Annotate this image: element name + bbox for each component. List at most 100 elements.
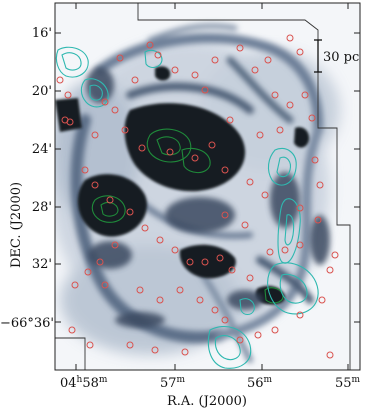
- red-circle-marker: [331, 251, 339, 259]
- red-circle-marker: [271, 91, 279, 99]
- red-circle-marker: [296, 204, 304, 212]
- x-tick-sup: m: [352, 375, 361, 385]
- red-circle-marker: [111, 106, 119, 114]
- cyan-contours: [55, 46, 319, 369]
- red-circle-marker: [241, 221, 249, 229]
- x-tick-main: 04: [60, 376, 77, 391]
- red-circle-marker: [201, 258, 209, 266]
- red-circle-marker: [256, 131, 264, 139]
- y-tick-label: 24': [32, 142, 52, 157]
- red-circle-markers: [56, 34, 339, 359]
- x-tick-main: 56: [247, 376, 264, 391]
- y-axis-title: DEC. (J2000): [9, 182, 24, 268]
- coverage-boundary: [55, 3, 351, 370]
- red-circle-marker: [91, 181, 99, 189]
- red-circle-marker: [71, 281, 79, 289]
- red-circle-marker: [236, 44, 244, 52]
- red-circle-marker: [246, 178, 254, 186]
- y-tick-label: 32': [32, 257, 52, 272]
- red-circle-marker: [311, 156, 319, 164]
- red-circle-marker: [101, 98, 109, 106]
- x-tick-sup: m: [99, 375, 108, 385]
- red-circle-marker: [101, 281, 109, 289]
- y-axis-tick-labels: 16' 20' 24' 28' 32' −66°36': [0, 26, 54, 331]
- red-circle-marker: [126, 341, 134, 349]
- red-circle-marker: [201, 86, 209, 94]
- red-circle-marker: [301, 91, 309, 99]
- red-circle-marker: [181, 348, 189, 356]
- red-circle-marker: [171, 246, 179, 254]
- red-circle-marker: [154, 51, 162, 59]
- red-circle-marker: [281, 246, 289, 254]
- nebula-image: 30 pc: [55, 3, 360, 370]
- red-circle-marker: [191, 71, 199, 79]
- red-circle-marker: [266, 248, 274, 256]
- red-circle-marker: [96, 258, 104, 266]
- scale-bar: [314, 39, 322, 73]
- red-circle-marker: [91, 131, 99, 139]
- red-circle-marker: [166, 148, 174, 156]
- scale-bar-label: 30 pc: [323, 50, 359, 65]
- red-circle-marker: [156, 296, 164, 304]
- red-circle-marker: [316, 181, 324, 189]
- x-tick-label: 04h58m: [60, 375, 108, 391]
- red-circle-marker: [318, 296, 326, 304]
- red-circle-marker: [111, 241, 119, 249]
- x-axis-title: R.A. (J2000): [167, 394, 247, 409]
- x-tick-label: 56m: [247, 375, 273, 391]
- red-circle-marker: [126, 208, 134, 216]
- red-circle-marker: [216, 254, 224, 262]
- red-circle-marker: [156, 236, 164, 244]
- red-circle-marker: [121, 126, 129, 134]
- red-circle-marker: [211, 306, 219, 314]
- red-circle-marker: [221, 316, 229, 324]
- x-tick-main: 57: [160, 376, 177, 391]
- red-circle-marker: [86, 341, 94, 349]
- red-circle-marker: [171, 66, 179, 74]
- red-circle-marker: [84, 268, 92, 276]
- red-circle-marker: [286, 101, 294, 109]
- red-circle-marker: [254, 331, 262, 339]
- y-tick-label: 16': [32, 26, 52, 41]
- red-circle-marker: [116, 54, 124, 62]
- red-circle-marker: [68, 326, 76, 334]
- red-circle-marker: [56, 76, 64, 84]
- red-circle-marker: [221, 166, 229, 174]
- x-axis-tick-labels: 04h58m 57m 56m 55m: [60, 375, 361, 391]
- green-contours: [91, 128, 284, 304]
- red-circle-marker: [296, 241, 304, 249]
- y-tick-label: −66°36': [0, 316, 54, 331]
- red-circle-marker: [308, 114, 316, 122]
- x-tick-sup: m: [177, 375, 186, 385]
- red-circle-marker: [196, 296, 204, 304]
- red-circle-marker: [131, 76, 139, 84]
- red-circle-marker: [314, 216, 322, 224]
- y-tick-label: 28': [32, 200, 52, 215]
- x-tick-label: 57m: [160, 375, 186, 391]
- red-circle-marker: [326, 351, 334, 359]
- red-circle-marker: [146, 41, 154, 49]
- red-circle-marker: [228, 266, 236, 274]
- red-circle-marker: [151, 346, 159, 354]
- red-circle-marker: [66, 118, 74, 126]
- red-circle-marker: [286, 34, 294, 42]
- red-circle-marker: [221, 211, 229, 219]
- red-circle-marker: [176, 286, 184, 294]
- axis-tick-marks: [55, 3, 360, 370]
- red-circle-marker: [296, 311, 304, 319]
- red-circle-marker: [138, 144, 146, 152]
- x-tick-main: 55: [335, 376, 352, 391]
- plot-frame: [54, 2, 361, 371]
- red-circle-marker: [186, 258, 194, 266]
- x-tick-label: 55m: [335, 375, 361, 391]
- red-circle-marker: [136, 286, 144, 294]
- x-tick-sup: h: [77, 375, 83, 385]
- red-circle-marker: [226, 116, 234, 124]
- red-circle-marker: [264, 56, 272, 64]
- red-circle-marker: [191, 154, 199, 162]
- red-circle-marker: [276, 126, 284, 134]
- red-circle-marker: [64, 91, 72, 99]
- red-circle-marker: [251, 66, 259, 74]
- medium-emission: [86, 67, 330, 328]
